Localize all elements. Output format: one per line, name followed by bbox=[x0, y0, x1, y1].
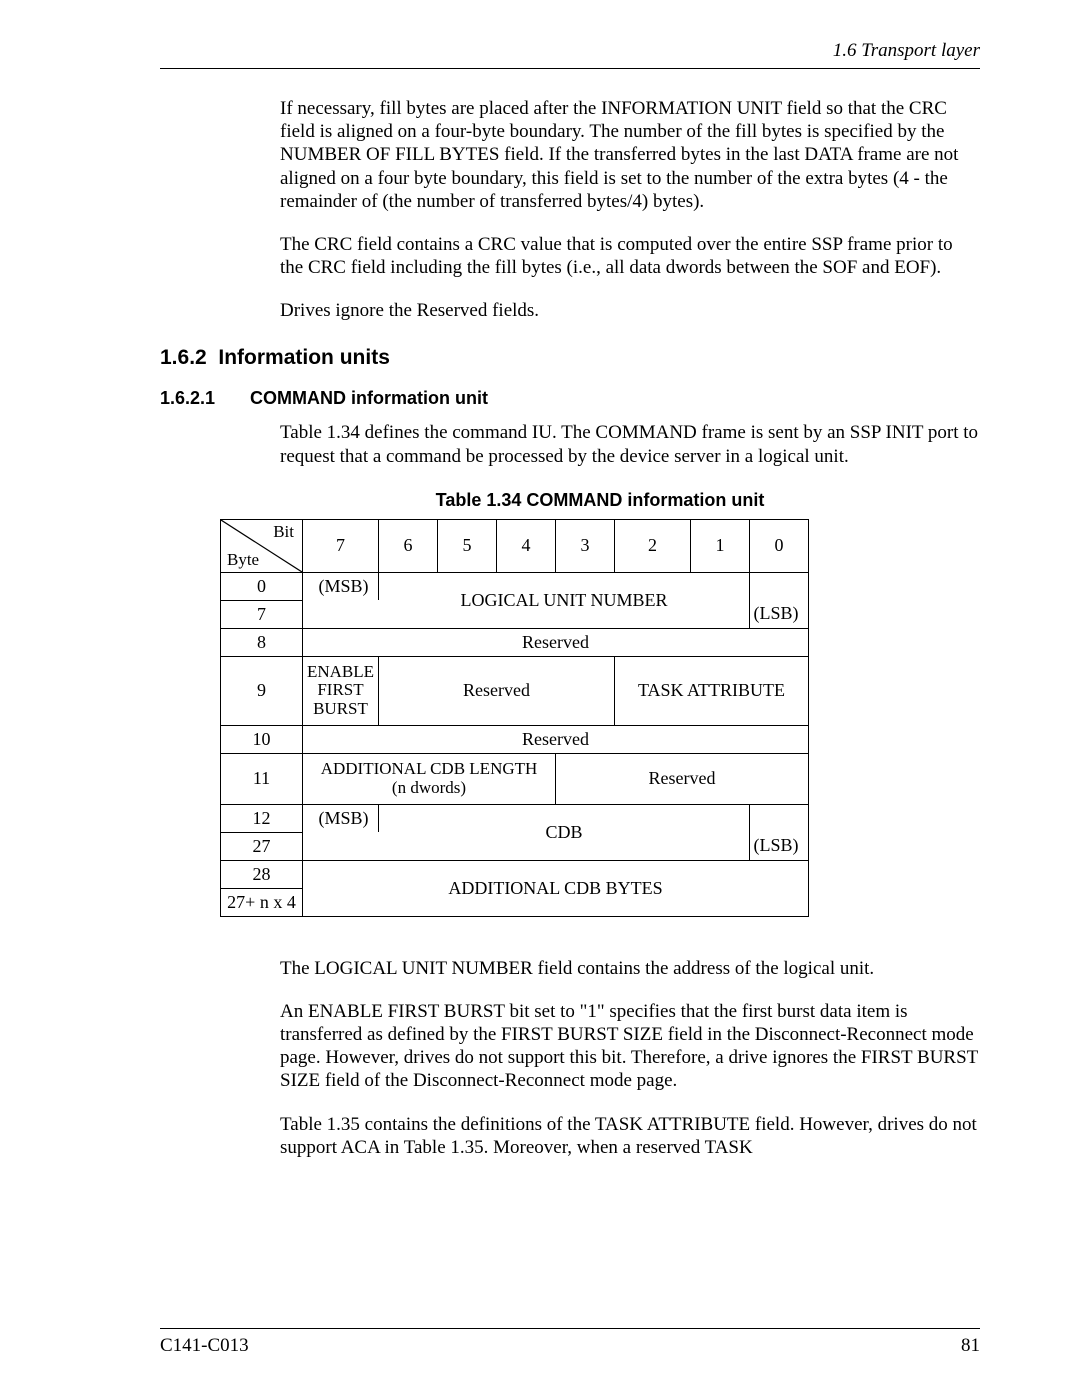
byte-index: 7 bbox=[221, 600, 303, 628]
paragraph: The CRC field contains a CRC value that … bbox=[280, 233, 980, 279]
byte-index: 9 bbox=[221, 656, 303, 725]
table-row: 11 ADDITIONAL CDB LENGTH (n dwords) Rese… bbox=[221, 753, 809, 804]
text: ADDITIONAL CDB LENGTH bbox=[321, 759, 538, 778]
heading-level-4: 1.6.2.1COMMAND information unit bbox=[160, 388, 980, 409]
table-row: 28 ADDITIONAL CDB BYTES bbox=[221, 860, 809, 888]
bit-header: 4 bbox=[497, 519, 556, 572]
bit-header: 5 bbox=[438, 519, 497, 572]
bit-header: 7 bbox=[303, 519, 379, 572]
table-row: 8 Reserved bbox=[221, 628, 809, 656]
paragraph: Table 1.34 defines the command IU. The C… bbox=[280, 421, 980, 467]
byte-index: 28 bbox=[221, 860, 303, 888]
byte-index: 27+ n x 4 bbox=[221, 888, 303, 916]
table-caption: Table 1.34 COMMAND information unit bbox=[220, 490, 980, 511]
command-iu-table: Bit Byte 7 6 5 4 3 2 1 0 0 (MSB) LOGICAL… bbox=[220, 519, 809, 917]
empty-cell bbox=[303, 832, 379, 860]
field-reserved: Reserved bbox=[379, 656, 615, 725]
field-logical-unit-number: LOGICAL UNIT NUMBER bbox=[379, 572, 750, 628]
heading-text: COMMAND information unit bbox=[250, 388, 488, 408]
paragraph: Table 1.35 contains the definitions of t… bbox=[280, 1113, 980, 1159]
table-row: 9 ENABLE FIRST BURST Reserved TASK ATTRI… bbox=[221, 656, 809, 725]
page-number: 81 bbox=[961, 1335, 980, 1357]
heading-number: 1.6.2.1 bbox=[160, 388, 250, 409]
header-rule bbox=[160, 68, 980, 69]
footer-rule bbox=[160, 1328, 980, 1329]
empty-cell bbox=[750, 804, 809, 832]
lsb-cell: (LSB) bbox=[750, 600, 809, 628]
byte-index: 11 bbox=[221, 753, 303, 804]
table-row: 0 (MSB) LOGICAL UNIT NUMBER bbox=[221, 572, 809, 600]
heading-level-3: 1.6.2 Information units bbox=[160, 346, 980, 370]
paragraph: Drives ignore the Reserved fields. bbox=[280, 299, 980, 322]
text: BURST bbox=[313, 699, 368, 718]
empty-cell bbox=[750, 572, 809, 600]
msb-cell: (MSB) bbox=[303, 572, 379, 600]
field-additional-cdb-length: ADDITIONAL CDB LENGTH (n dwords) bbox=[303, 753, 556, 804]
byte-label: Byte bbox=[227, 550, 259, 570]
byte-index: 12 bbox=[221, 804, 303, 832]
byte-index: 8 bbox=[221, 628, 303, 656]
lsb-cell: (LSB) bbox=[750, 832, 809, 860]
field-additional-cdb-bytes: ADDITIONAL CDB BYTES bbox=[303, 860, 809, 916]
bit-header: 6 bbox=[379, 519, 438, 572]
table-header-row: Bit Byte 7 6 5 4 3 2 1 0 bbox=[221, 519, 809, 572]
empty-cell bbox=[303, 600, 379, 628]
text: FIRST bbox=[317, 680, 363, 699]
field-enable-first-burst: ENABLE FIRST BURST bbox=[303, 656, 379, 725]
text: (n dwords) bbox=[392, 778, 466, 797]
bit-header: 3 bbox=[556, 519, 615, 572]
bit-header: 0 bbox=[750, 519, 809, 572]
doc-id: C141-C013 bbox=[160, 1335, 249, 1357]
bit-header: 2 bbox=[615, 519, 691, 572]
byte-index: 0 bbox=[221, 572, 303, 600]
table-row: 12 (MSB) CDB bbox=[221, 804, 809, 832]
byte-index: 10 bbox=[221, 725, 303, 753]
paragraph: The LOGICAL UNIT NUMBER field contains t… bbox=[280, 957, 980, 980]
heading-text: Information units bbox=[218, 346, 390, 369]
corner-cell: Bit Byte bbox=[221, 519, 303, 572]
table-row: 10 Reserved bbox=[221, 725, 809, 753]
page-footer: C141-C013 81 bbox=[160, 1328, 980, 1357]
bit-label: Bit bbox=[273, 522, 294, 542]
byte-index: 27 bbox=[221, 832, 303, 860]
paragraph: If necessary, fill bytes are placed afte… bbox=[280, 97, 980, 213]
field-cdb: CDB bbox=[379, 804, 750, 860]
field-reserved: Reserved bbox=[556, 753, 809, 804]
paragraph: An ENABLE FIRST BURST bit set to "1" spe… bbox=[280, 1000, 980, 1093]
field-task-attribute: TASK ATTRIBUTE bbox=[615, 656, 809, 725]
bit-header: 1 bbox=[691, 519, 750, 572]
running-header: 1.6 Transport layer bbox=[160, 40, 980, 62]
heading-number: 1.6.2 bbox=[160, 346, 207, 369]
field-reserved: Reserved bbox=[303, 725, 809, 753]
text: ENABLE bbox=[307, 662, 374, 681]
msb-cell: (MSB) bbox=[303, 804, 379, 832]
field-reserved: Reserved bbox=[303, 628, 809, 656]
